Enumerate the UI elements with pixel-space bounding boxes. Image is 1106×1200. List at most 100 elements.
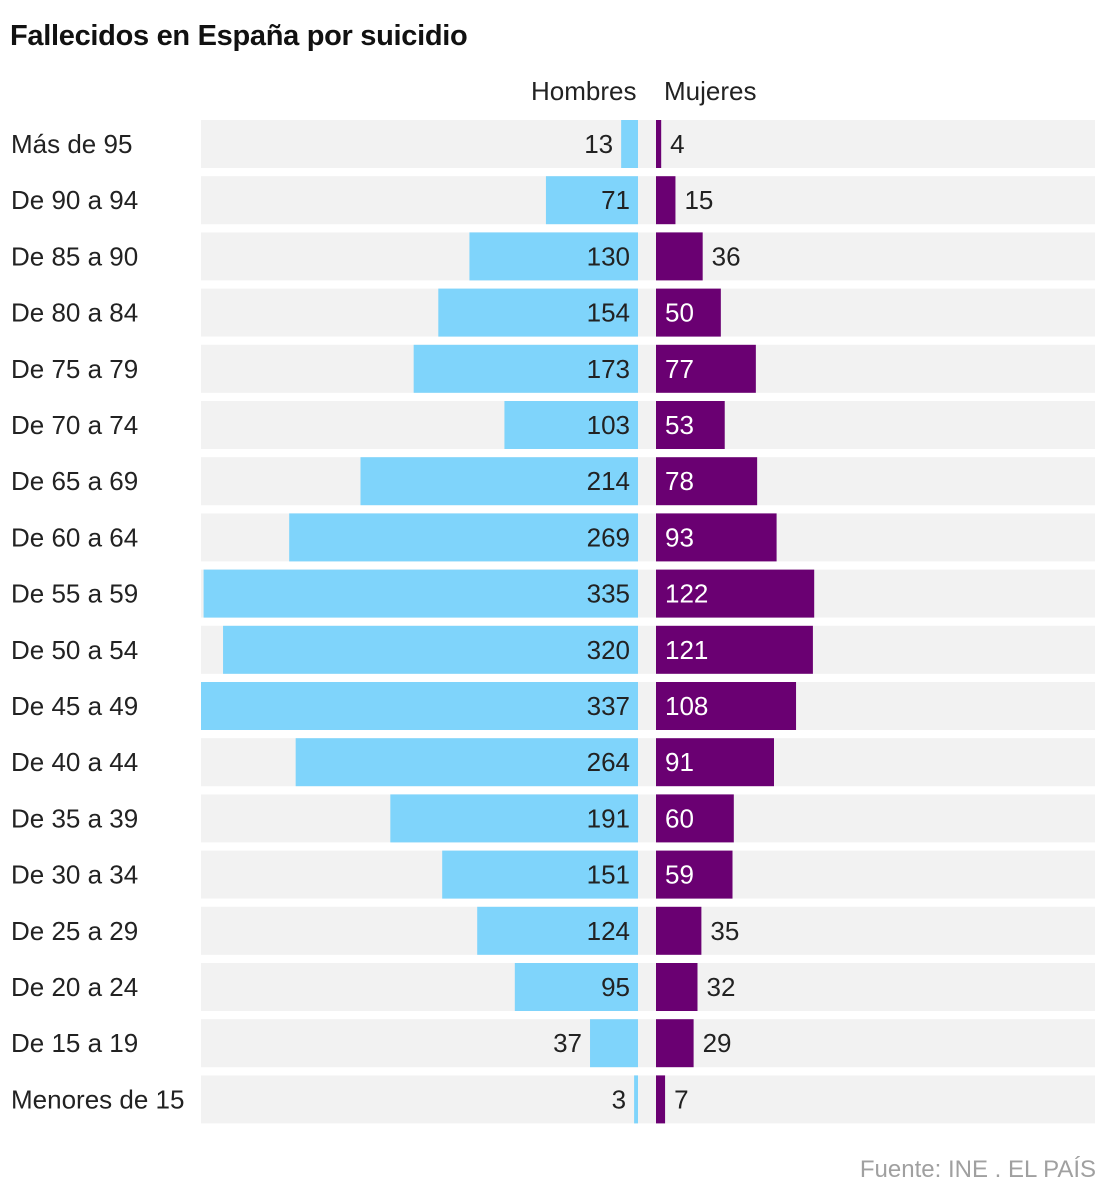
- bar-mujeres: [656, 457, 758, 506]
- category-label: De 25 a 29: [11, 916, 138, 946]
- row-band: [201, 232, 1095, 281]
- value-label-hombres: 151: [587, 860, 630, 890]
- value-label-hombres: 264: [587, 747, 630, 777]
- bar-hombres: [223, 625, 639, 674]
- row-band: [201, 120, 1095, 168]
- value-label-hombres: 191: [587, 803, 630, 833]
- bar-hombres: [390, 794, 638, 843]
- bar-hombres: [203, 569, 638, 618]
- value-label-mujeres: 29: [703, 1028, 732, 1058]
- bar-hombres: [442, 850, 638, 899]
- bar-mujeres: [656, 963, 698, 1011]
- value-label-mujeres: 108: [665, 691, 708, 721]
- value-label-hombres: 173: [587, 354, 630, 384]
- category-label: Menores de 15: [11, 1084, 184, 1114]
- row-band: [201, 176, 1095, 225]
- bar-hombres: [634, 1075, 638, 1124]
- value-label-hombres: 71: [601, 185, 630, 215]
- bar-hombres: [590, 1019, 638, 1068]
- value-label-hombres: 124: [587, 916, 630, 946]
- value-label-mujeres: 7: [674, 1084, 688, 1114]
- value-label-mujeres: 4: [670, 129, 684, 159]
- category-label: De 90 a 94: [11, 185, 138, 215]
- bar-hombres: [201, 682, 638, 730]
- bar-hombres: [360, 457, 638, 506]
- bar-mujeres: [656, 344, 756, 393]
- bar-mujeres: [656, 1019, 694, 1068]
- bar-mujeres: [656, 232, 703, 281]
- bar-mujeres: [656, 794, 734, 843]
- bar-mujeres: [656, 906, 702, 955]
- value-label-mujeres: 35: [710, 916, 739, 946]
- category-label: De 80 a 84: [11, 298, 138, 328]
- bar-mujeres: [656, 288, 721, 337]
- bar-hombres: [413, 344, 638, 393]
- row-band: [201, 401, 1095, 449]
- bar-mujeres: [656, 682, 797, 730]
- value-label-mujeres: 15: [684, 185, 713, 215]
- value-label-hombres: 130: [587, 241, 630, 271]
- bar-mujeres: [656, 850, 733, 899]
- row-band: [201, 288, 1095, 337]
- bar-mujeres: [656, 569, 815, 618]
- bar-hombres: [545, 176, 638, 225]
- legend-mujeres: Mujeres: [664, 76, 757, 106]
- category-label: De 30 a 34: [11, 860, 138, 890]
- value-label-hombres: 269: [587, 522, 630, 552]
- bar-mujeres: [656, 1075, 666, 1124]
- row-band: [201, 906, 1095, 955]
- row-band: [201, 963, 1095, 1011]
- value-label-hombres: 320: [587, 635, 630, 665]
- bar-hombres: [504, 401, 638, 449]
- value-label-mujeres: 91: [665, 747, 694, 777]
- value-label-hombres: 335: [587, 579, 630, 609]
- row-band: [201, 794, 1095, 843]
- value-label-mujeres: 121: [665, 635, 708, 665]
- bar-hombres: [289, 513, 638, 562]
- category-label: De 65 a 69: [11, 466, 138, 496]
- value-label-mujeres: 78: [665, 466, 694, 496]
- legend-hombres: Hombres: [531, 76, 637, 106]
- value-label-mujeres: 36: [712, 241, 741, 271]
- bar-hombres: [514, 963, 638, 1011]
- value-label-mujeres: 60: [665, 803, 694, 833]
- value-label-mujeres: 32: [706, 972, 735, 1002]
- value-label-hombres: 13: [584, 129, 613, 159]
- category-label: De 45 a 49: [11, 691, 138, 721]
- value-label-hombres: 154: [587, 298, 630, 328]
- category-label: De 20 a 24: [11, 972, 138, 1002]
- bar-hombres: [438, 288, 638, 337]
- source-note: Fuente: INE . EL PAÍS: [859, 1156, 1096, 1183]
- category-label: De 50 a 54: [11, 635, 138, 665]
- value-label-hombres: 37: [553, 1028, 582, 1058]
- value-label-hombres: 95: [601, 972, 630, 1002]
- bar-mujeres: [656, 401, 725, 449]
- bar-mujeres: [656, 176, 676, 225]
- category-label: De 55 a 59: [11, 579, 138, 609]
- category-label: De 75 a 79: [11, 354, 138, 384]
- row-band: [201, 344, 1095, 393]
- value-label-hombres: 214: [587, 466, 630, 496]
- value-label-mujeres: 50: [665, 298, 694, 328]
- category-label: De 85 a 90: [11, 241, 138, 271]
- row-band: [201, 1075, 1095, 1124]
- value-label-mujeres: 93: [665, 522, 694, 552]
- category-label: De 70 a 74: [11, 410, 138, 440]
- value-label-hombres: 3: [612, 1084, 626, 1114]
- bar-mujeres: [656, 513, 777, 562]
- bar-mujeres: [656, 120, 662, 168]
- category-label: Más de 95: [11, 129, 132, 159]
- category-label: De 60 a 64: [11, 522, 138, 552]
- value-label-hombres: 337: [587, 691, 630, 721]
- value-label-mujeres: 59: [665, 860, 694, 890]
- chart-title: Fallecidos en España por suicidio: [10, 20, 468, 52]
- value-label-hombres: 103: [587, 410, 630, 440]
- row-band: [201, 1019, 1095, 1068]
- bar-hombres: [477, 906, 638, 955]
- row-band: [201, 457, 1095, 506]
- value-label-mujeres: 122: [665, 579, 708, 609]
- bar-hombres: [295, 738, 638, 787]
- category-label: De 15 a 19: [11, 1028, 138, 1058]
- value-label-mujeres: 77: [665, 354, 694, 384]
